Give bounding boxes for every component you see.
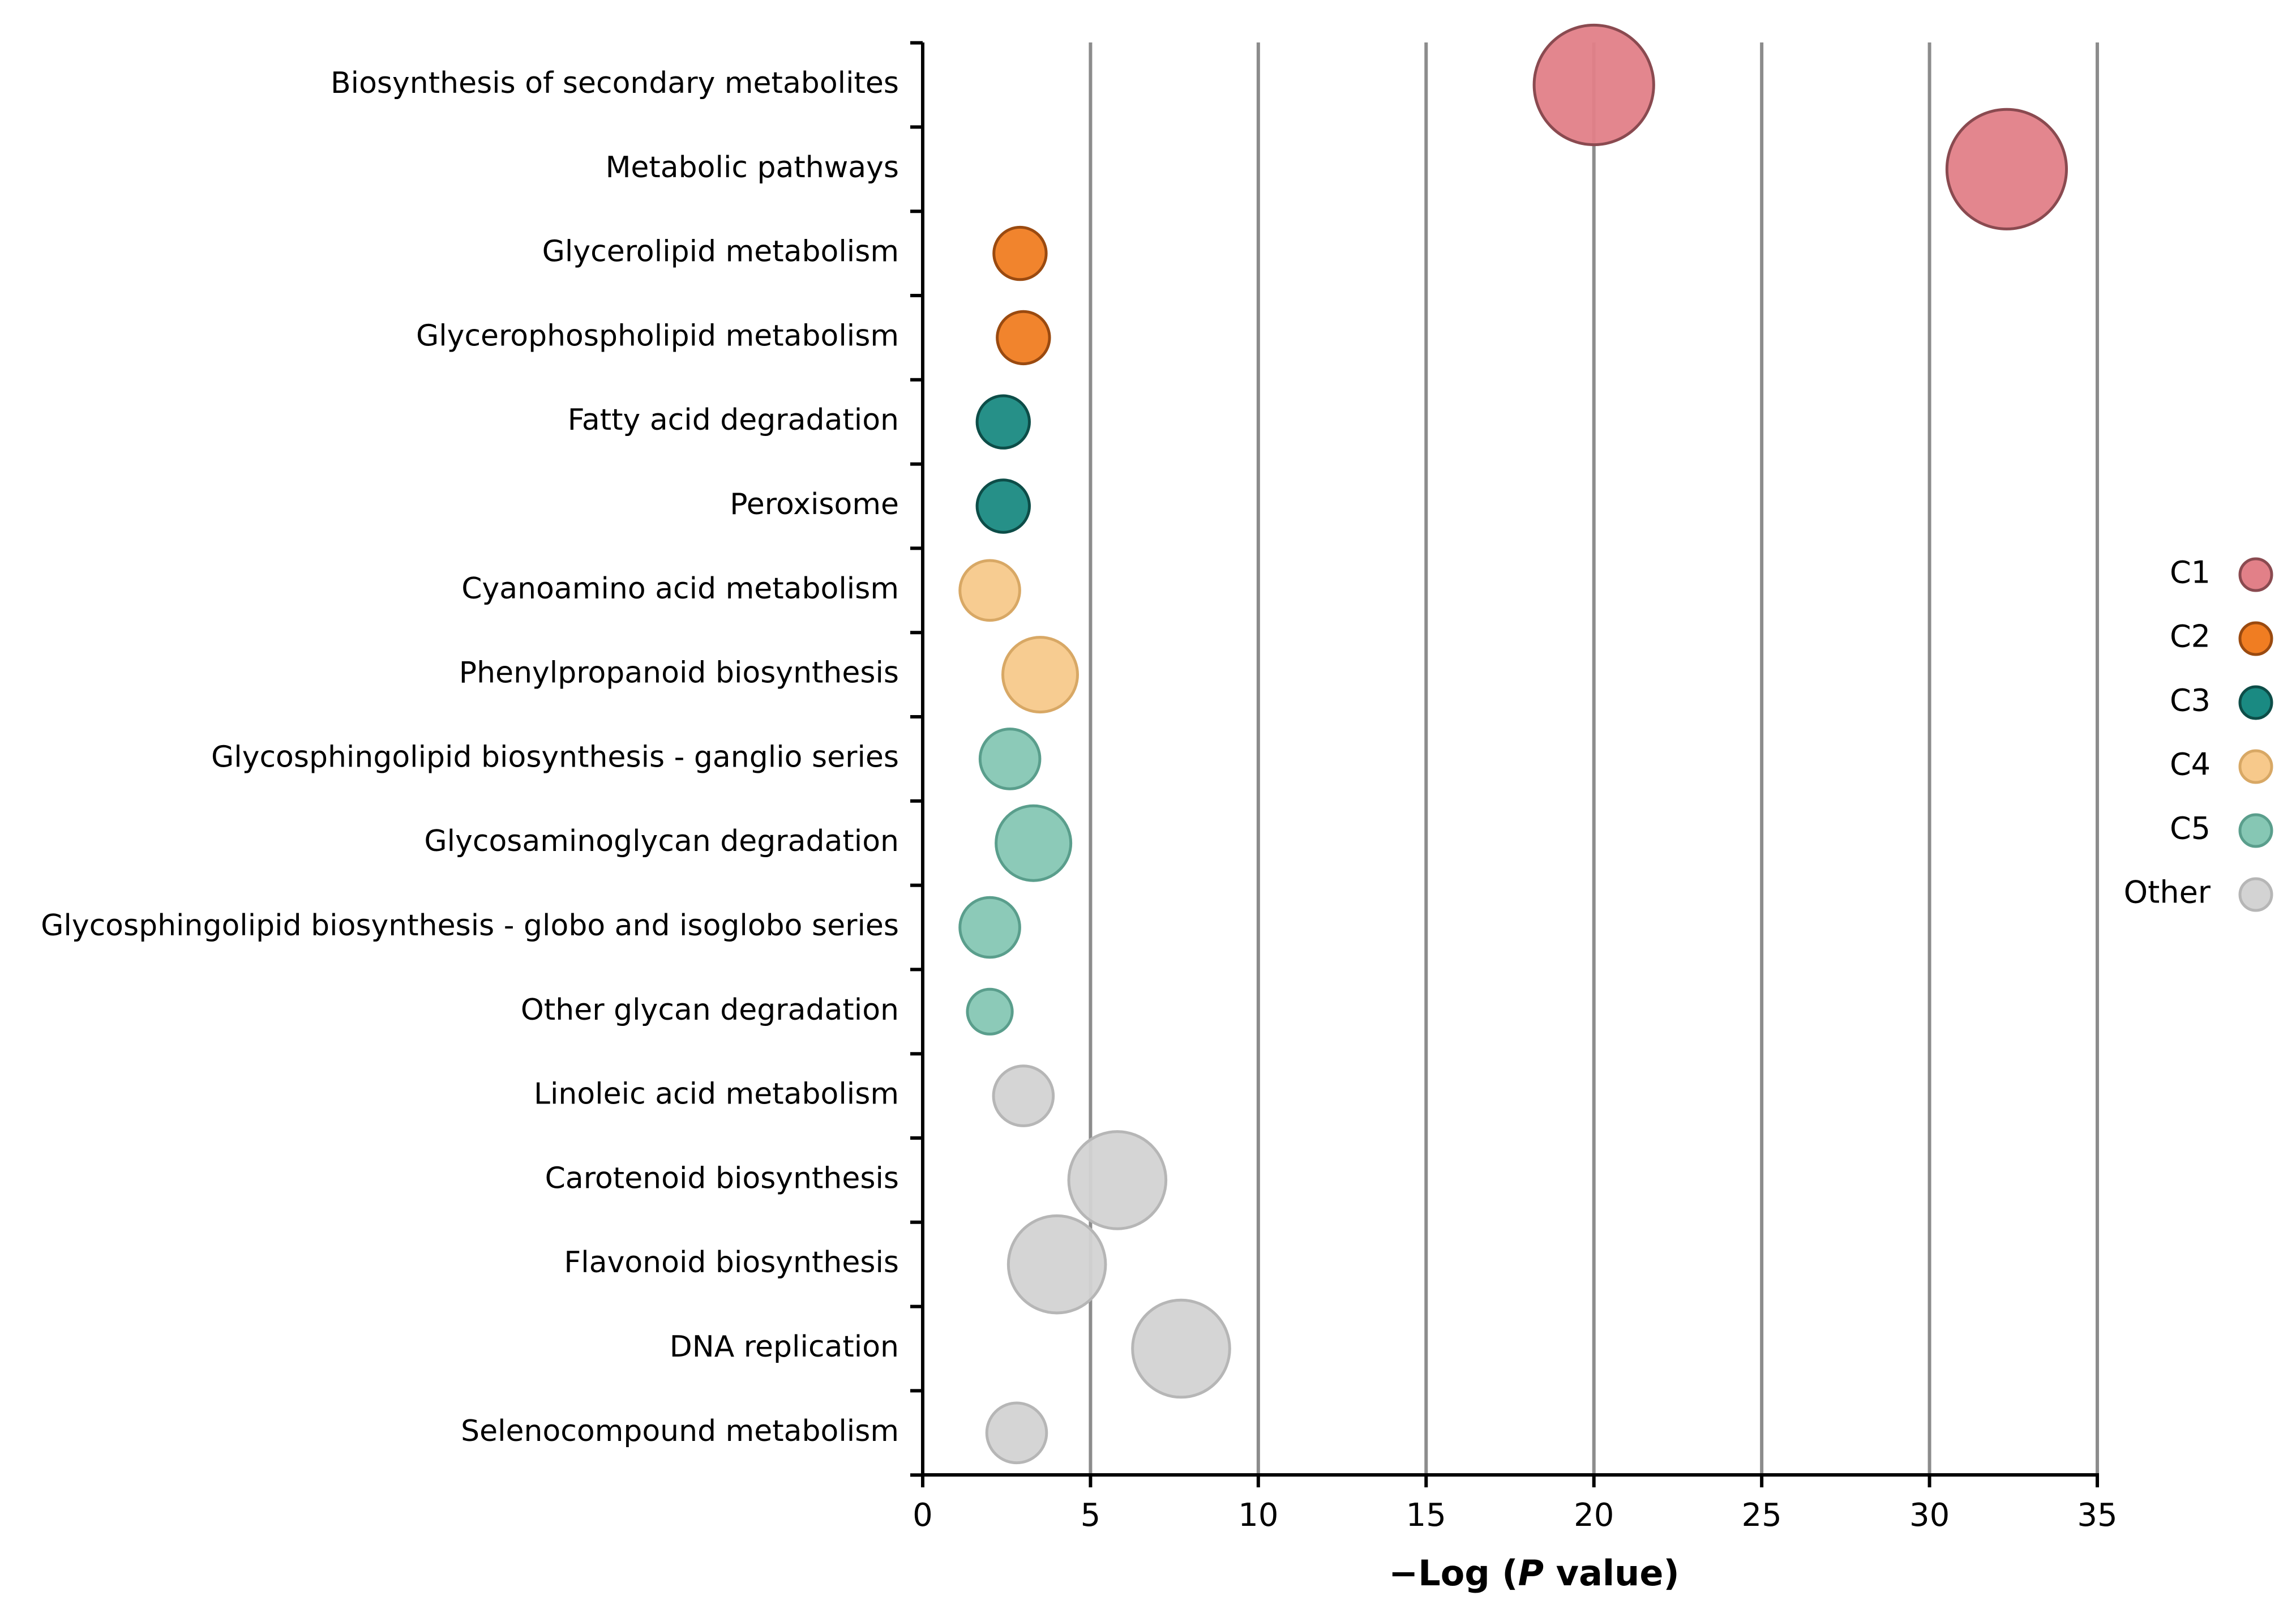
category-label: Biosynthesis of secondary metabolites bbox=[331, 66, 899, 100]
bubble-c5 bbox=[978, 728, 1042, 790]
x-tick-label: 15 bbox=[1406, 1497, 1446, 1534]
bubble-c3 bbox=[975, 394, 1031, 450]
x-axis-title-italic: P bbox=[1518, 1552, 1544, 1594]
legend-marker-c3 bbox=[2238, 685, 2273, 720]
bubble-c2 bbox=[992, 225, 1048, 281]
bubble-c4 bbox=[1001, 636, 1079, 714]
bubble-c1 bbox=[1945, 108, 2068, 230]
category-label: Glycerophospholipid metabolism bbox=[416, 319, 899, 353]
bubble-c5 bbox=[995, 804, 1073, 882]
bubble-other bbox=[1006, 1214, 1107, 1315]
x-tick-label: 0 bbox=[913, 1497, 933, 1534]
category-label: Selenocompound metabolism bbox=[461, 1414, 899, 1448]
legend-marker-other bbox=[2238, 877, 2273, 912]
category-label: Fatty acid degradation bbox=[568, 403, 899, 437]
category-label: Metabolic pathways bbox=[606, 151, 899, 185]
legend-label: C1 bbox=[2170, 555, 2211, 591]
category-label: Other glycan degradation bbox=[521, 993, 899, 1027]
legend-marker-c1 bbox=[2238, 557, 2273, 592]
legend-label: Other bbox=[2124, 875, 2211, 910]
x-tick-label: 5 bbox=[1081, 1497, 1101, 1534]
bubble-c4 bbox=[958, 559, 1021, 622]
category-label: Glycosphingolipid biosynthesis - ganglio… bbox=[211, 740, 899, 774]
bubble-c3 bbox=[975, 478, 1031, 534]
y-axis: Biosynthesis of secondary metabolites Met… bbox=[41, 41, 924, 1477]
category-label: Linoleic acid metabolism bbox=[534, 1077, 899, 1111]
x-axis-title: −Log (P value) bbox=[1389, 1552, 1679, 1594]
legend-label: C4 bbox=[2170, 747, 2211, 782]
x-tick-label: 35 bbox=[2077, 1497, 2117, 1534]
legend-marker-c5 bbox=[2238, 813, 2273, 848]
category-label: Glycosphingolipid biosynthesis - globo a… bbox=[41, 909, 899, 943]
bubble-c5 bbox=[966, 987, 1014, 1036]
gridlines bbox=[1089, 42, 2099, 1475]
x-axis: 0 5 10 15 20 25 30 35 bbox=[913, 1473, 2118, 1534]
category-label: Cyanoamino acid metabolism bbox=[461, 572, 899, 606]
bubble-other bbox=[1131, 1298, 1231, 1399]
legend-label: C2 bbox=[2170, 619, 2211, 654]
category-label: Phenylpropanoid biosynthesis bbox=[459, 656, 899, 690]
bubble-other bbox=[1067, 1130, 1168, 1230]
legend: C1 C2 C3 C4 C5 Other bbox=[2124, 555, 2273, 912]
x-tick-label: 25 bbox=[1742, 1497, 1782, 1534]
x-axis-title-suffix: value) bbox=[1544, 1552, 1680, 1594]
x-tick-label: 20 bbox=[1574, 1497, 1614, 1534]
data-points bbox=[958, 23, 2068, 1465]
legend-label: C5 bbox=[2170, 811, 2211, 846]
x-axis-title-prefix: −Log ( bbox=[1389, 1552, 1518, 1594]
category-label: Peroxisome bbox=[730, 487, 899, 521]
category-label: Glycerolipid metabolism bbox=[542, 235, 899, 269]
legend-marker-c2 bbox=[2238, 621, 2273, 656]
x-tick-label: 30 bbox=[1909, 1497, 1950, 1534]
bubble-other bbox=[992, 1064, 1055, 1127]
legend-marker-c4 bbox=[2238, 749, 2273, 784]
bubble-c5 bbox=[958, 896, 1021, 959]
bubble-other bbox=[985, 1401, 1048, 1465]
category-label: DNA replication bbox=[670, 1330, 899, 1364]
bubble-c2 bbox=[996, 310, 1051, 366]
legend-label: C3 bbox=[2170, 683, 2211, 718]
bubble-c1 bbox=[1532, 23, 1655, 147]
category-label: Carotenoid biosynthesis bbox=[545, 1161, 899, 1195]
x-tick-label: 10 bbox=[1238, 1497, 1278, 1534]
category-label: Glycosaminoglycan degradation bbox=[424, 824, 899, 858]
category-label: Flavonoid biosynthesis bbox=[564, 1246, 899, 1280]
